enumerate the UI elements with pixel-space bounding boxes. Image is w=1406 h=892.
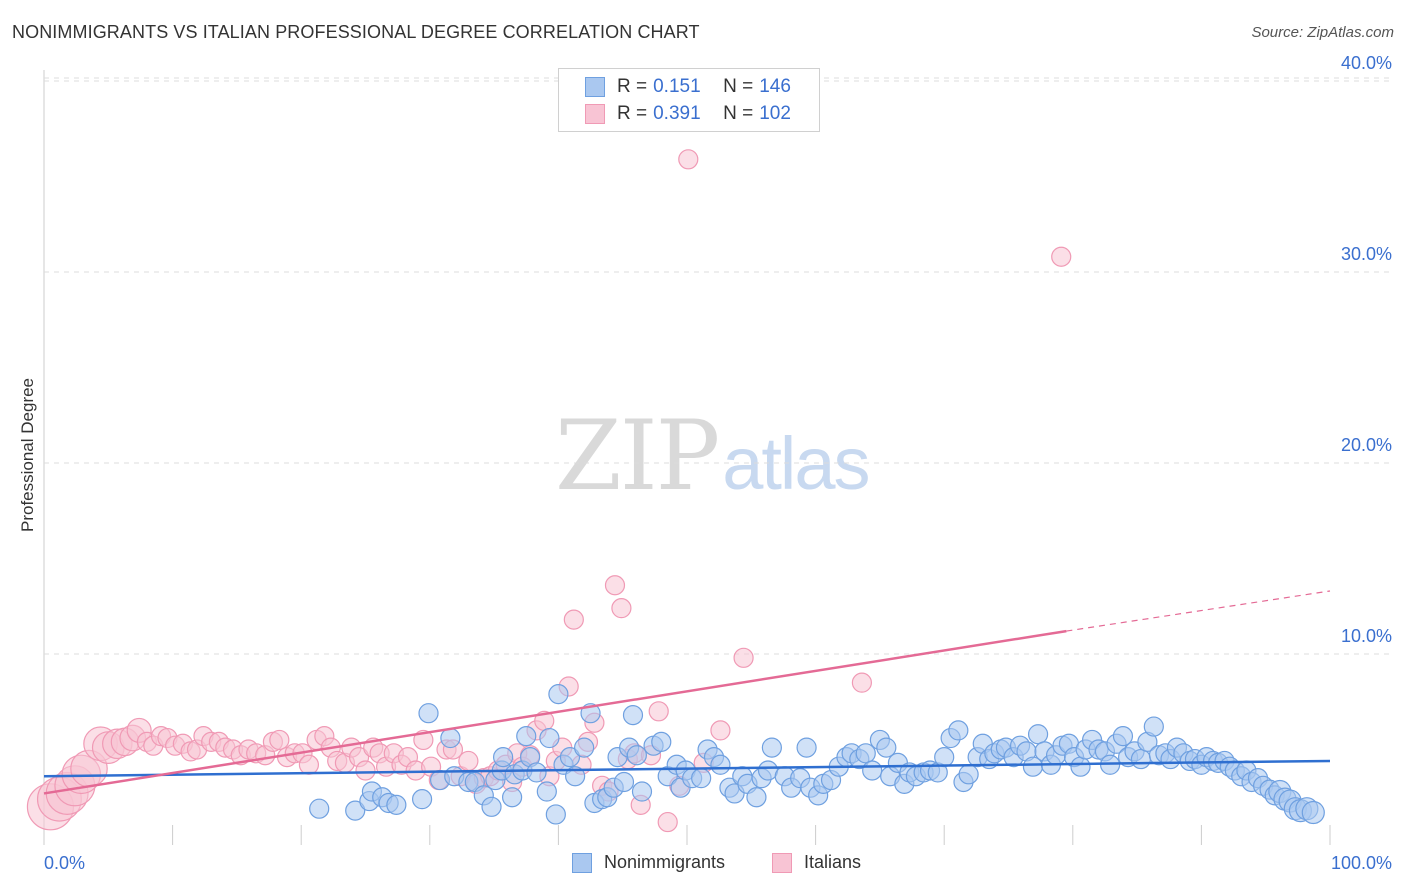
nonimmigrants-point (746, 787, 767, 808)
r-value: 0.391 (653, 103, 701, 124)
stats-legend-row-nonimmigrants: R = 0.151 N = 146 (585, 75, 791, 99)
nonimmigrants-point (502, 787, 523, 808)
italians-trend-line (43, 629, 1067, 795)
nonimmigrants-point (1070, 756, 1091, 777)
nonimmigrants-point (761, 737, 782, 758)
nonimmigrants-point (548, 684, 569, 705)
nonimmigrants-point (1027, 724, 1049, 745)
nonimmigrants-point (526, 762, 547, 783)
stats-legend-row-italians: R = 0.391 N = 102 (585, 102, 791, 126)
nonimmigrants-point (1130, 748, 1152, 770)
nonimmigrants-point (559, 747, 581, 768)
nonimmigrants-point (651, 731, 672, 752)
stats-legend: R = 0.151 N = 146 R = 0.391 N = 102 (558, 68, 820, 132)
nonimmigrants-trend-line (43, 759, 1331, 778)
nonimmigrants-point (440, 727, 461, 749)
nonimmigrants-point (574, 737, 595, 758)
italians-trend-extension (1066, 590, 1331, 632)
nonimmigrants-point (958, 764, 979, 785)
y-tick-label: 30.0% (1341, 244, 1392, 264)
x-tick-label-max: 100.0% (1331, 853, 1392, 873)
n-value: 146 (759, 76, 791, 97)
italians-point (269, 729, 290, 751)
n-label: N = (723, 76, 754, 97)
nonimmigrants-point (691, 768, 712, 789)
nonimmigrants-point (710, 754, 731, 775)
nonimmigrants-point (613, 771, 635, 793)
legend-label-italians: Italians (804, 852, 862, 872)
nonimmigrants-point (545, 804, 566, 825)
nonimmigrants-point (493, 747, 514, 768)
italians-point (710, 720, 731, 741)
italians-legend-swatch (772, 852, 792, 873)
nonimmigrants-point (622, 705, 644, 726)
italians-point (648, 701, 669, 722)
nonimmigrants-point (481, 796, 502, 817)
n-value: 102 (759, 103, 791, 124)
italians-point (678, 149, 699, 170)
watermark-zip: ZIP (555, 400, 720, 512)
nonimmigrants-point (536, 781, 557, 802)
nonimmigrants-point (631, 781, 653, 802)
italians-point (851, 672, 872, 693)
y-tick-label: 40.0% (1341, 53, 1392, 73)
legend-item-nonimmigrants[interactable]: Nonimmigrants (572, 852, 725, 873)
source-label: Source: ZipAtlas.com (1251, 24, 1394, 41)
italians-point (458, 750, 479, 772)
italians-swatch (585, 104, 605, 124)
r-label: R = (617, 103, 648, 124)
italians-point (657, 811, 678, 833)
nonimmigrants-point (411, 789, 433, 810)
nonimmigrants-point (386, 794, 407, 815)
legend-label-nonimmigrants: Nonimmigrants (604, 852, 726, 872)
nonimmigrants-point (876, 737, 897, 758)
nonimmigrants-legend-swatch (572, 852, 592, 873)
nonimmigrants-point (1112, 726, 1134, 747)
y-tick-label: 10.0% (1341, 626, 1392, 646)
nonimmigrants-point (1143, 716, 1164, 737)
nonimmigrants-point (309, 798, 330, 819)
legend-item-italians[interactable]: Italians (772, 852, 861, 873)
nonimmigrants-point (565, 766, 586, 787)
r-label: R = (617, 76, 648, 97)
nonimmigrants-point (345, 800, 366, 821)
italians-point (611, 598, 632, 619)
x-tick-label-min: 0.0% (44, 853, 85, 873)
italians-point (563, 609, 584, 630)
y-tick-label: 20.0% (1341, 435, 1392, 455)
nonimmigrants-point (862, 760, 883, 781)
nonimmigrants-point (516, 726, 537, 747)
nonimmigrants-point (626, 745, 647, 766)
series-legend: Nonimmigrants Italians (0, 852, 1406, 878)
nonimmigrants-point (757, 760, 779, 781)
n-label: N = (723, 103, 754, 124)
r-value: 0.151 (653, 76, 701, 97)
nonimmigrants-point (934, 747, 955, 768)
italians-point (298, 754, 320, 775)
italians-point (604, 575, 626, 596)
italians-point (733, 647, 754, 668)
nonimmigrants-point (418, 703, 439, 724)
nonimmigrants-point (1301, 800, 1325, 825)
italians-point (1051, 246, 1072, 267)
nonimmigrants-point (539, 727, 560, 749)
italians-point (355, 760, 376, 781)
nonimmigrants-point (948, 720, 969, 741)
nonimmigrants-point (796, 737, 817, 758)
nonimmigrants-swatch (585, 77, 605, 97)
chart-title: NONIMMIGRANTS VS ITALIAN PROFESSIONAL DE… (12, 22, 700, 42)
